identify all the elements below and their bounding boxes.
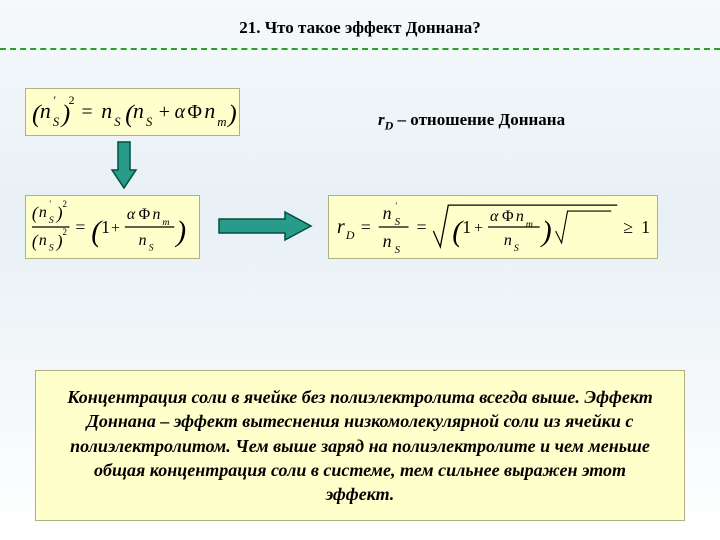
svg-text:α: α [127, 206, 136, 223]
svg-text:1: 1 [462, 217, 471, 237]
svg-text:n: n [383, 203, 392, 223]
svg-text:m: m [217, 115, 226, 129]
svg-text:S: S [395, 216, 401, 228]
svg-text:≥: ≥ [623, 217, 633, 237]
formula-box-1: ( n ' S ) 2 = n S ( n S + α Φ n m ) [25, 88, 240, 136]
arrow-down [110, 140, 138, 190]
svg-text:Φ: Φ [502, 208, 514, 225]
svg-text:S: S [146, 115, 153, 129]
svg-text:n: n [40, 99, 51, 123]
svg-text:n: n [516, 208, 524, 225]
svg-text:1: 1 [641, 217, 650, 237]
svg-text:): ) [226, 99, 237, 128]
svg-text:': ' [53, 93, 56, 107]
svg-text:): ) [174, 216, 186, 248]
svg-text:': ' [395, 201, 398, 212]
donnan-ratio-label: rD – отношение Доннана [378, 110, 565, 133]
svg-text:=: = [361, 217, 371, 237]
svg-text:D: D [345, 228, 355, 242]
svg-text:α: α [175, 101, 186, 123]
svg-text:S: S [53, 115, 60, 129]
rd-symbol: r [378, 110, 385, 129]
svg-text:S: S [114, 115, 121, 129]
svg-text:n: n [153, 206, 161, 223]
svg-text:n: n [383, 231, 392, 251]
conclusion-text-box: Концентрация соли в ячейке без полиэлект… [35, 370, 685, 521]
svg-text:r: r [337, 216, 345, 238]
svg-text:2: 2 [69, 93, 75, 107]
separator-line [0, 48, 720, 50]
svg-text:n: n [39, 232, 47, 249]
svg-text:+: + [111, 220, 120, 237]
svg-text:=: = [416, 217, 426, 237]
svg-text:S: S [49, 215, 54, 226]
svg-text:m: m [526, 219, 533, 230]
svg-text:=: = [75, 217, 85, 237]
svg-text:2: 2 [63, 227, 67, 237]
svg-text:': ' [49, 199, 52, 209]
slide-title: 21. Что такое эффект Доннана? [0, 0, 720, 38]
arrow-right [215, 208, 315, 244]
rd-description: – отношение Доннана [393, 110, 565, 129]
formula-box-2: ( n ' S ) 2 ( n S ) 2 = ( 1 + α Φ n m n … [25, 195, 200, 259]
svg-text:+: + [474, 220, 483, 237]
svg-text:): ) [540, 215, 552, 248]
svg-text:n: n [39, 204, 47, 221]
svg-text:Φ: Φ [187, 101, 201, 123]
svg-text:Φ: Φ [139, 206, 151, 223]
svg-text:+: + [159, 101, 170, 123]
rd-subscript: D [385, 118, 394, 132]
svg-text:n: n [101, 99, 112, 123]
svg-text:=: = [81, 101, 92, 123]
svg-text:n: n [204, 99, 215, 123]
svg-text:S: S [49, 243, 54, 254]
svg-text:n: n [504, 232, 512, 249]
svg-text:2: 2 [63, 199, 67, 209]
svg-text:α: α [490, 208, 499, 225]
svg-text:S: S [395, 244, 401, 256]
svg-text:n: n [139, 232, 147, 249]
svg-text:1: 1 [101, 217, 110, 237]
svg-text:n: n [133, 99, 144, 123]
formula-box-3: r D = n ' S n S = ( 1 + α Φ n m n S ) [328, 195, 658, 259]
svg-text:S: S [149, 243, 154, 254]
svg-text:S: S [514, 243, 519, 254]
